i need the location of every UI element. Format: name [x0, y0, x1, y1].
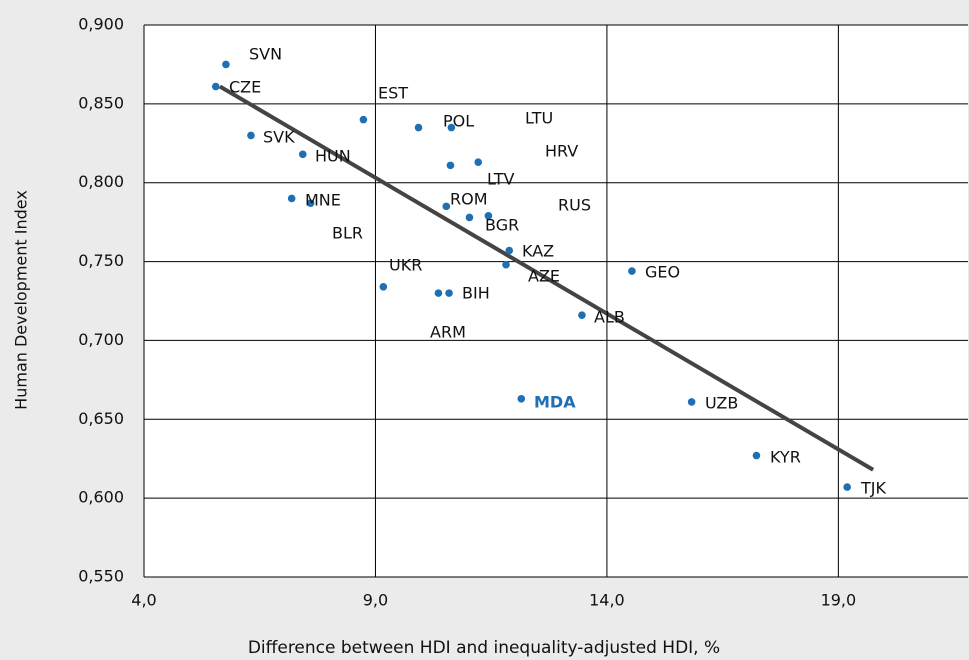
y-axis-title: Human Development Index — [12, 190, 31, 410]
y-tick-label: 0,550 — [78, 567, 124, 586]
y-tick-label: 0,900 — [78, 15, 124, 34]
country-label: BGR — [485, 216, 519, 235]
y-tick-label: 0,650 — [78, 409, 124, 428]
y-tick-label: 0,600 — [78, 488, 124, 507]
point — [434, 289, 443, 297]
plot-area — [144, 25, 968, 577]
point — [298, 150, 307, 159]
point — [517, 394, 526, 403]
country-label: LTV — [487, 170, 514, 189]
country-label: MNE — [305, 191, 341, 210]
country-label: BIH — [462, 284, 490, 303]
country-label: GEO — [645, 263, 680, 282]
country-label: KYR — [770, 448, 801, 467]
country-label: UZB — [705, 394, 738, 413]
country-label: POL — [443, 112, 474, 131]
y-tick-label: 0,850 — [78, 93, 124, 112]
country-label: UKR — [389, 256, 422, 275]
point — [474, 158, 483, 167]
point — [247, 131, 255, 140]
point — [359, 115, 368, 124]
point — [446, 161, 455, 170]
point — [306, 199, 315, 208]
country-label: HRV — [545, 142, 578, 161]
point — [447, 123, 456, 132]
country-label: RUS — [558, 196, 591, 215]
x-tick-label: 4,0 — [131, 591, 156, 610]
country-label: TJK — [860, 479, 886, 498]
point — [222, 60, 230, 69]
country-label: MDA — [534, 393, 576, 412]
point — [445, 289, 453, 297]
x-axis-title: Difference between HDI and inequality-ad… — [248, 638, 720, 658]
point — [211, 82, 220, 91]
point — [502, 260, 510, 269]
country-label: SVK — [263, 128, 295, 147]
country-label: ALB — [594, 308, 625, 327]
country-label: SVN — [249, 45, 282, 64]
y-tick-label: 0,800 — [78, 172, 124, 191]
trend-line — [218, 84, 875, 472]
country-label: LTU — [525, 109, 553, 128]
country-label: ARM — [430, 323, 466, 342]
point — [505, 246, 514, 255]
x-tick-label: 19,0 — [821, 591, 857, 610]
point — [687, 398, 696, 406]
point — [442, 202, 451, 211]
point — [752, 451, 761, 460]
point — [414, 123, 423, 132]
country-label: ROM — [450, 190, 488, 209]
country-label: BLR — [332, 224, 363, 243]
country-label: HUN — [315, 147, 351, 166]
point — [843, 483, 851, 491]
y-tick-label: 0,750 — [78, 251, 124, 270]
country-label: CZE — [229, 78, 261, 97]
point — [379, 283, 388, 291]
point — [465, 213, 474, 222]
country-label: AZE — [528, 267, 560, 286]
point — [628, 267, 636, 275]
x-tick-label: 14,0 — [589, 591, 625, 610]
country-label: KAZ — [522, 242, 554, 261]
x-tick-label: 9,0 — [363, 591, 388, 610]
point — [578, 311, 586, 319]
y-tick-label: 0,700 — [78, 330, 124, 349]
country-label: EST — [378, 84, 408, 103]
point — [287, 194, 296, 203]
point — [484, 212, 493, 220]
